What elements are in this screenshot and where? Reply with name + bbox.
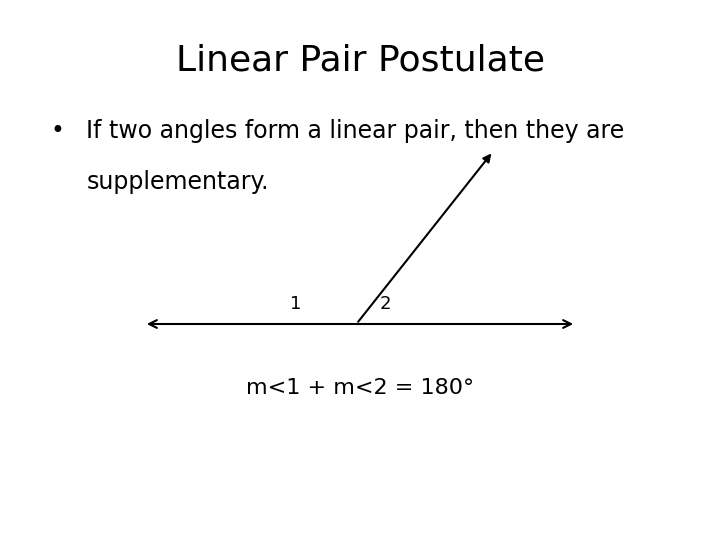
- Text: 2: 2: [379, 295, 391, 313]
- Text: m<1 + m<2 = 180°: m<1 + m<2 = 180°: [246, 378, 474, 398]
- Text: Linear Pair Postulate: Linear Pair Postulate: [176, 43, 544, 77]
- Text: If two angles form a linear pair, then they are: If two angles form a linear pair, then t…: [86, 119, 625, 143]
- Text: supplementary.: supplementary.: [86, 170, 269, 194]
- Text: 1: 1: [289, 295, 301, 313]
- Text: •: •: [50, 119, 64, 143]
